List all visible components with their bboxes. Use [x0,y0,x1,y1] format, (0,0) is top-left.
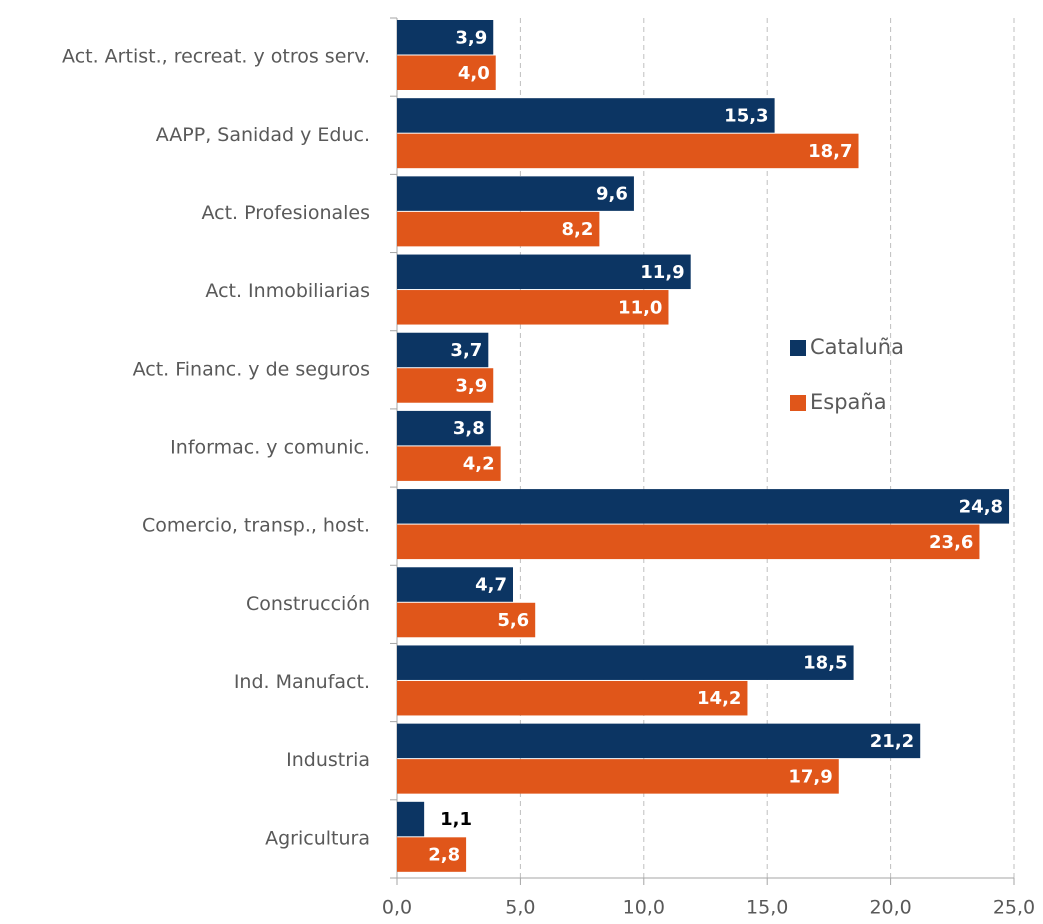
value-label: 11,9 [640,262,684,283]
x-tick-label: 20,0 [869,897,911,919]
x-tick-label: 10,0 [623,897,665,919]
category-label: Informac. y comunic. [170,437,370,459]
category-label: Agricultura [265,827,370,849]
value-label: 11,0 [618,297,662,318]
value-label: 18,5 [803,653,847,674]
value-label: 2,8 [428,845,460,866]
value-label: 9,6 [596,184,628,205]
bar [397,176,634,211]
value-label: 4,2 [463,454,495,475]
value-label: 23,6 [929,532,973,553]
bar [397,98,775,133]
value-label: 3,9 [455,375,487,396]
legend-swatch [790,340,806,356]
value-label: 3,9 [455,27,487,48]
bar [397,645,854,680]
x-tick-label: 0,0 [382,897,412,919]
x-tick-label: 15,0 [746,897,788,919]
category-label: Act. Financ. y de seguros [133,358,370,380]
bar [397,133,859,169]
bar [397,55,496,90]
legend-swatch [790,395,806,411]
value-label: 4,7 [475,575,507,596]
value-label: 3,7 [450,340,482,361]
value-label: 5,6 [497,610,529,631]
value-label: 17,9 [788,766,832,787]
category-label: Construcción [246,593,370,615]
bar [397,211,600,247]
value-label: 15,3 [724,105,768,126]
bar [397,254,691,290]
category-label: AAPP, Sanidad y Educ. [156,124,370,146]
category-label: Comercio, transp., host. [142,515,370,537]
value-label: 14,2 [697,688,741,709]
value-label: 8,2 [561,219,593,240]
bar [397,524,980,560]
value-label: 4,0 [458,63,490,84]
value-label: 1,1 [440,809,472,830]
bar [397,489,1010,524]
category-label: Act. Profesionales [201,202,370,224]
category-label: Act. Inmobiliarias [205,280,370,302]
bar [397,446,501,481]
legend-label: España [810,390,887,414]
bar [397,680,748,716]
category-label: Act. Artist., recreat. y otros serv. [62,46,370,68]
bar [397,20,494,55]
bar [397,368,494,403]
value-label: 3,8 [453,418,485,439]
bar [397,801,425,837]
bar [397,602,536,638]
bar [397,567,513,602]
category-label: Ind. Manufact. [234,671,370,693]
value-label: 24,8 [959,496,1003,517]
bar [397,410,491,446]
legend-label: Cataluña [810,335,904,359]
value-label: 21,2 [870,731,914,752]
x-tick-label: 25,0 [993,897,1035,919]
bar [397,290,669,325]
bar [397,759,839,794]
bar [397,332,489,368]
bar [397,837,467,872]
value-label: 18,7 [808,141,852,162]
x-tick-label: 5,0 [505,897,535,919]
category-label: Industria [286,749,370,771]
bar [397,723,921,759]
